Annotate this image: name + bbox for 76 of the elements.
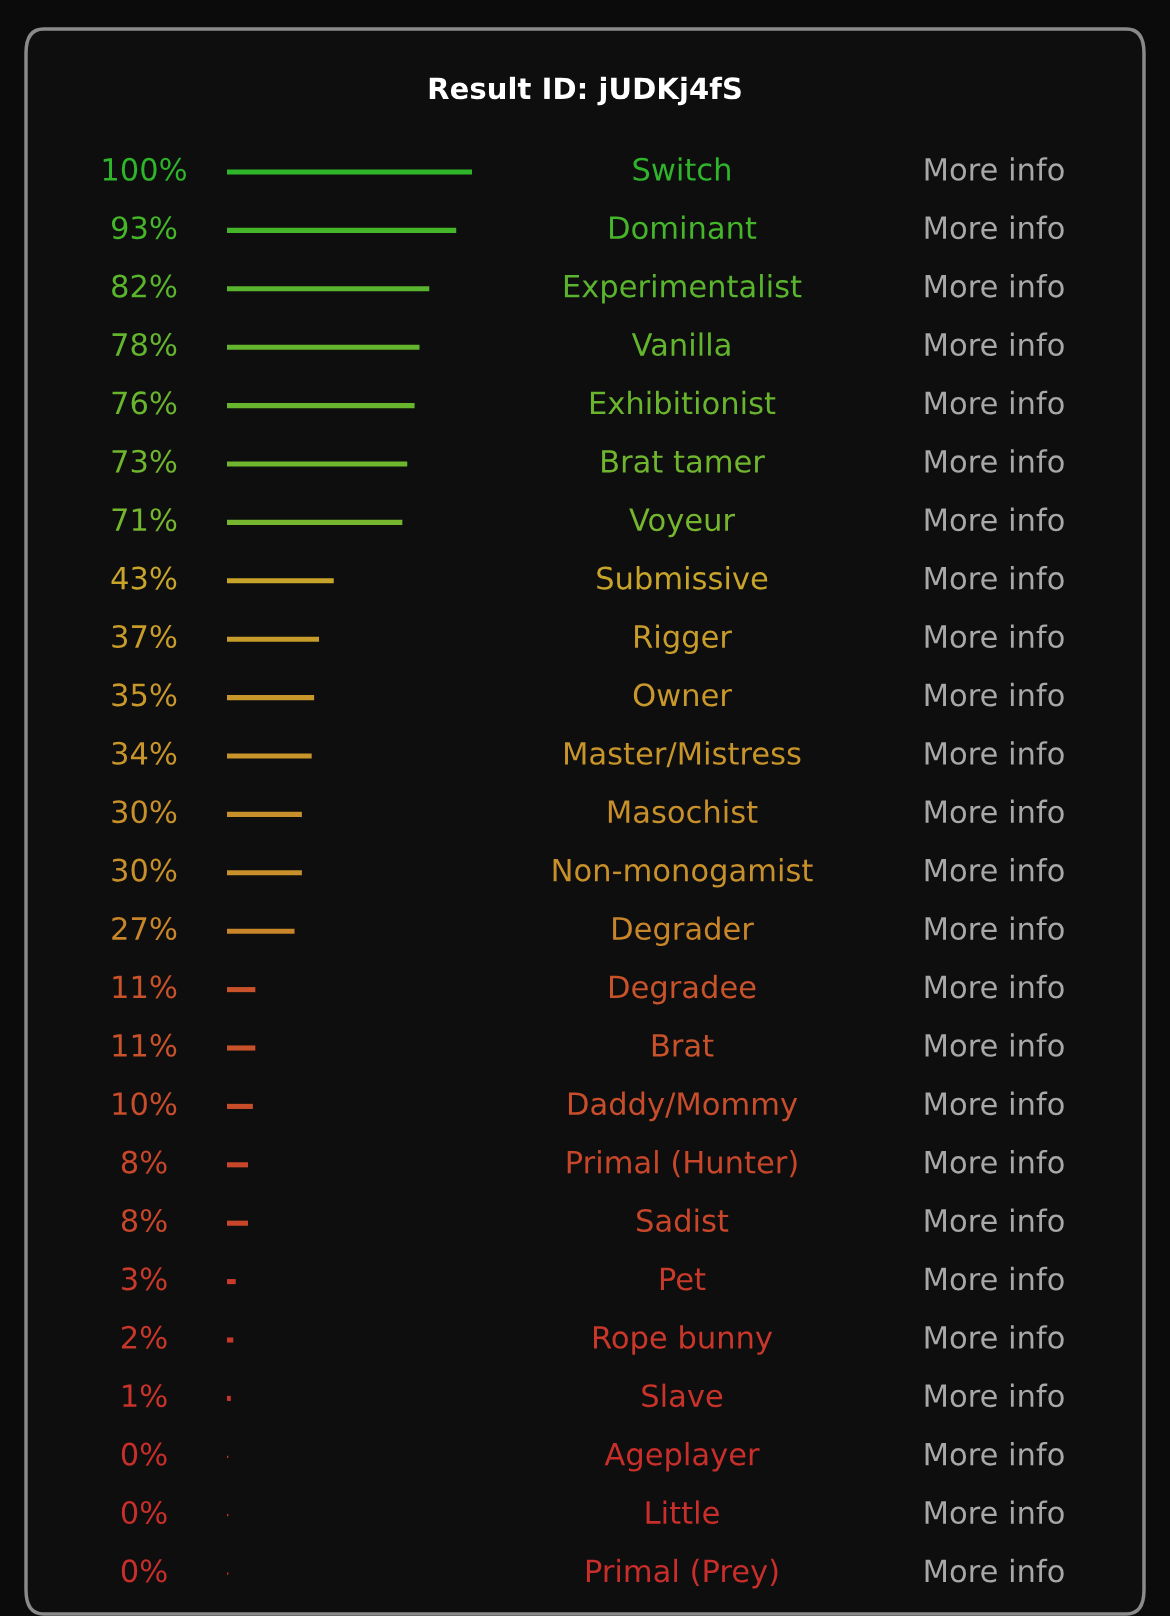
data-label: 100% xyxy=(103,157,186,181)
data-label: 43% xyxy=(111,566,177,590)
text: More info xyxy=(925,1325,1064,1349)
y-tick-label: Rope bunny xyxy=(593,1325,773,1355)
data-label: 1% xyxy=(123,1384,167,1408)
text: More info xyxy=(925,858,1064,882)
text: More info xyxy=(925,1150,1064,1174)
text: More info xyxy=(925,1033,1064,1057)
y-tick-label: Dominant xyxy=(610,215,757,240)
text: More info xyxy=(925,1208,1064,1233)
data-label: 11% xyxy=(113,975,177,999)
text: More info xyxy=(925,1091,1064,1116)
text: Result ID: jUDKj4fS xyxy=(429,76,741,106)
data-label: 82% xyxy=(112,274,177,298)
y-tick-label: Brat xyxy=(652,1034,714,1057)
text: More info xyxy=(925,682,1064,707)
data-label: 73% xyxy=(112,449,177,473)
data-label: 35% xyxy=(112,683,177,707)
data-label: 93% xyxy=(111,216,177,240)
y-tick-label: Owner xyxy=(633,683,732,707)
data-label: 0% xyxy=(121,1442,167,1466)
text: More info xyxy=(925,1383,1064,1408)
text: More info xyxy=(925,332,1064,357)
y-tick-label: Experimentalist xyxy=(564,274,802,304)
y-tick-label: Non-monogamist xyxy=(553,858,813,888)
text: More info xyxy=(925,974,1064,999)
y-tick-label: Slave xyxy=(642,1383,723,1408)
y-tick-label: Ageplayer xyxy=(604,1442,760,1472)
text: More info xyxy=(925,1442,1064,1466)
data-label: 76% xyxy=(112,391,177,415)
y-tick-label: Daddy/Mommy xyxy=(568,1091,798,1122)
text: More info xyxy=(925,1266,1064,1291)
text: More info xyxy=(925,1500,1064,1525)
text: More info xyxy=(925,157,1064,181)
data-label: 10% xyxy=(113,1092,177,1116)
text: More info xyxy=(925,390,1064,415)
text: More info xyxy=(925,799,1064,824)
data-label: 0% xyxy=(121,1559,167,1583)
y-tick-label: Submissive xyxy=(597,566,768,590)
data-label: 11% xyxy=(113,1033,177,1057)
data-label: 3% xyxy=(122,1267,167,1291)
y-tick-label: Masochist xyxy=(608,799,758,824)
data-label: 30% xyxy=(112,858,177,882)
y-tick-label: Degrader xyxy=(613,916,754,946)
y-tick-label: Brat tamer xyxy=(602,450,765,473)
y-tick-label: Pet xyxy=(660,1267,706,1291)
y-tick-label: Voyeur xyxy=(629,508,736,538)
y-tick-label: Degradee xyxy=(609,974,756,1005)
y-tick-label: Rigger xyxy=(635,624,732,654)
text: More info xyxy=(925,507,1064,532)
data-label: 2% xyxy=(122,1325,167,1349)
text: More info xyxy=(925,449,1064,473)
text: More info xyxy=(925,566,1064,590)
text: More info xyxy=(925,215,1064,240)
data-label: 0% xyxy=(121,1500,167,1525)
y-tick-label: Master/Mistress xyxy=(565,741,801,768)
data-label: 37% xyxy=(112,624,177,649)
text: More info xyxy=(925,1558,1064,1583)
y-tick-label: Sadist xyxy=(637,1208,729,1233)
data-label: 8% xyxy=(121,1208,167,1233)
data-label: 30% xyxy=(112,800,177,824)
data-label: 71% xyxy=(112,508,177,532)
y-tick-label: Primal (Hunter) xyxy=(567,1150,797,1178)
y-tick-label: Switch xyxy=(633,157,730,181)
data-label: 8% xyxy=(121,1150,167,1174)
data-label: 34% xyxy=(112,741,177,765)
y-tick-label: Exhibitionist xyxy=(590,390,776,415)
text: More info xyxy=(925,916,1064,941)
text: More info xyxy=(925,274,1064,298)
text: More info xyxy=(925,741,1064,765)
data-label: 27% xyxy=(112,916,177,941)
text: More info xyxy=(925,624,1064,649)
data-label: 78% xyxy=(112,332,177,357)
y-tick-label: Vanilla xyxy=(631,332,730,357)
y-tick-label: Little xyxy=(646,1500,719,1525)
y-tick-label: Primal (Prey) xyxy=(586,1558,778,1589)
